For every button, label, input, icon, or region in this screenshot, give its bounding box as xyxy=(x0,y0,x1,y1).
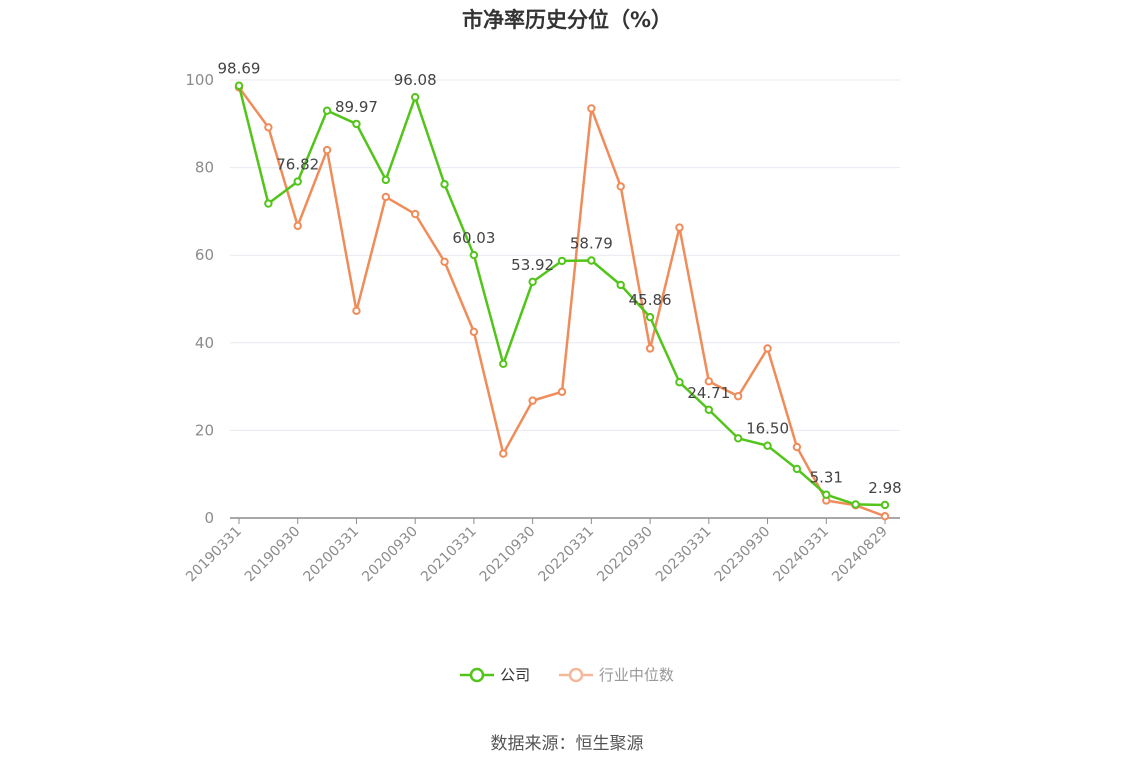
data-point xyxy=(381,192,391,202)
data-point xyxy=(322,145,332,155)
data-point xyxy=(704,405,714,414)
y-tick-label: 80 xyxy=(195,159,214,177)
series-industry-median xyxy=(234,83,890,521)
data-point xyxy=(410,92,420,102)
x-tick-label: 20200331 xyxy=(301,524,363,586)
legend-item-industry-median[interactable]: 行业中位数 xyxy=(558,664,674,685)
axis-layer: 0 20 40 60 80 100 2019033120190930202003312020… xyxy=(183,71,900,585)
series-line xyxy=(237,85,886,507)
x-tick-label: 20200930 xyxy=(359,524,421,586)
y-tick-label: 0 xyxy=(204,509,214,527)
x-tick-label: 20210331 xyxy=(418,524,480,586)
data-point xyxy=(410,209,420,219)
data-label: 89.97 xyxy=(335,98,378,116)
data-point xyxy=(352,306,361,316)
data-point xyxy=(675,378,684,387)
x-tick-label: 20220930 xyxy=(594,524,656,586)
data-label: 5.31 xyxy=(810,469,843,487)
data-point xyxy=(381,175,391,185)
data-point xyxy=(440,180,449,189)
series-line xyxy=(237,86,886,518)
x-tick-label: 20190331 xyxy=(183,524,245,586)
data-point xyxy=(880,512,890,521)
data-point xyxy=(469,327,479,337)
x-tick-label: 20220331 xyxy=(535,524,597,586)
data-point xyxy=(322,106,332,115)
chart-title: 市净率历史分位（%） xyxy=(461,8,673,32)
data-point xyxy=(293,177,302,186)
data-point xyxy=(293,221,302,231)
data-point xyxy=(763,441,772,450)
legend-label-industry-median: 行业中位数 xyxy=(598,666,674,684)
data-point xyxy=(528,396,537,405)
data-source: 数据来源：恒生聚源 xyxy=(490,734,644,754)
data-label: 24.71 xyxy=(687,384,730,402)
data-label: 45.86 xyxy=(629,291,672,309)
data-point xyxy=(763,344,772,353)
data-label: 60.03 xyxy=(452,229,495,247)
data-label: 96.08 xyxy=(394,71,437,89)
data-label: 16.50 xyxy=(746,420,789,438)
y-tick-label: 60 xyxy=(195,246,214,264)
data-point xyxy=(616,280,625,290)
label-layer: 98.69 76.82 89.97 96.08 60.03 53.92 58.79 45.86… xyxy=(218,60,902,497)
data-label: 98.69 xyxy=(218,60,261,78)
data-point xyxy=(822,490,831,499)
data-label: 58.79 xyxy=(570,234,613,252)
data-point xyxy=(557,256,567,266)
data-point xyxy=(645,344,655,353)
data-point xyxy=(234,81,244,90)
legend-label-company: 公司 xyxy=(500,666,531,684)
grid-layer xyxy=(230,79,900,431)
data-point xyxy=(264,199,273,208)
data-point xyxy=(880,500,890,510)
data-point xyxy=(792,442,802,452)
x-tick-label: 20230331 xyxy=(653,524,715,586)
data-point xyxy=(645,312,655,322)
line-chart: 0 20 40 60 80 100 2019033120190930202003312020… xyxy=(183,60,902,585)
data-label: 76.82 xyxy=(276,156,319,174)
data-point xyxy=(440,257,449,266)
legend-company-marker-icon xyxy=(460,667,495,682)
x-tick-label: 20230930 xyxy=(712,524,774,586)
data-point xyxy=(733,434,743,443)
y-tick-label: 100 xyxy=(185,71,214,89)
y-tick-label: 20 xyxy=(195,421,214,439)
series-layer xyxy=(234,81,890,521)
data-point xyxy=(557,387,567,397)
data-point xyxy=(528,277,537,287)
x-tick-label: 20240331 xyxy=(770,524,832,586)
data-point xyxy=(587,256,596,265)
data-point xyxy=(352,119,361,129)
data-point xyxy=(704,377,714,386)
data-point xyxy=(792,464,802,474)
data-point xyxy=(264,123,273,132)
data-point xyxy=(587,104,596,113)
data-point xyxy=(851,500,860,509)
data-point xyxy=(499,449,508,458)
series-company xyxy=(234,81,890,510)
y-tick-label: 40 xyxy=(195,334,214,352)
x-tick-label: 20210930 xyxy=(477,524,539,586)
data-label: 2.98 xyxy=(868,479,901,497)
x-tick-label: 20240829 xyxy=(829,524,891,586)
data-point xyxy=(469,250,479,260)
data-label: 53.92 xyxy=(511,256,554,274)
data-point xyxy=(616,182,625,191)
legend: 公司 行业中位数 xyxy=(0,664,1134,687)
x-tick-label: 20190930 xyxy=(242,524,304,586)
data-point xyxy=(499,359,508,369)
legend-industry-marker-icon xyxy=(558,667,593,682)
data-point xyxy=(675,223,684,232)
data-point xyxy=(733,392,743,401)
legend-item-company[interactable]: 公司 xyxy=(460,664,530,685)
